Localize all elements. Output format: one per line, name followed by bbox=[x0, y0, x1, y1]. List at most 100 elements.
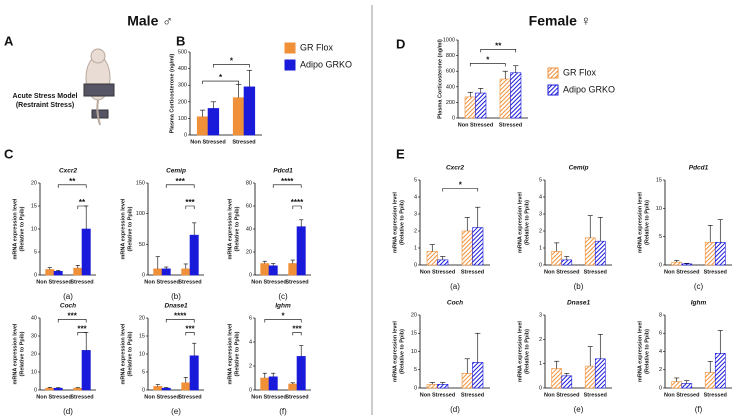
y-tick-label: 1 bbox=[414, 245, 417, 251]
bar bbox=[510, 72, 522, 119]
chart-title: Coch bbox=[60, 303, 76, 310]
x-tick-label: Stressed bbox=[704, 269, 727, 275]
y-tick-label: 4 bbox=[539, 194, 542, 200]
bar bbox=[288, 263, 298, 276]
y-tick-label: 20 bbox=[31, 351, 37, 357]
y-tick-label: 0 bbox=[142, 387, 145, 393]
significance-label: **** bbox=[291, 198, 304, 207]
y-axis-label: mRNA expression level bbox=[517, 321, 523, 382]
y-tick-label: 100 bbox=[136, 211, 145, 217]
error-bar bbox=[674, 377, 680, 382]
chart-title: Ighm bbox=[275, 303, 291, 310]
y-axis-label: (Relative to Ppib) bbox=[19, 206, 25, 251]
x-tick-label: Stressed bbox=[70, 279, 93, 285]
y-tick-label: 6 bbox=[249, 315, 252, 321]
chart-title: Ighm bbox=[691, 300, 707, 307]
y-tick-label: 3 bbox=[539, 312, 542, 318]
y-tick-label: 0 bbox=[414, 262, 417, 268]
bar bbox=[671, 381, 683, 389]
y-tick-label: 5 bbox=[142, 369, 145, 375]
y-tick-label: 80 bbox=[246, 180, 252, 186]
y-tick-label: 0 bbox=[34, 387, 37, 393]
error-bar bbox=[597, 334, 603, 359]
y-tick-label: 2 bbox=[539, 228, 542, 234]
section-title: Male ♂ bbox=[127, 13, 173, 29]
bar bbox=[594, 358, 606, 389]
x-tick-label: Stressed bbox=[584, 269, 607, 275]
bar bbox=[196, 116, 209, 136]
legend-label: Adipo GRKO bbox=[563, 84, 615, 94]
chart-title: Cemip bbox=[166, 168, 186, 175]
error-bar bbox=[587, 215, 593, 238]
y-tick-label: 5 bbox=[414, 177, 417, 183]
y-axis-label: mRNA expression level bbox=[517, 192, 523, 253]
y-tick-label: 2 bbox=[659, 367, 662, 373]
error-bar bbox=[271, 263, 276, 266]
significance-label: *** bbox=[176, 177, 186, 186]
error-bar bbox=[554, 360, 560, 369]
y-tick-label: 50 bbox=[139, 242, 145, 248]
y-tick-label: 0 bbox=[249, 272, 252, 278]
error-bar bbox=[235, 84, 242, 98]
x-tick-label: Stressed bbox=[499, 122, 522, 128]
significance-label: *** bbox=[77, 325, 87, 334]
y-tick-label: 100 bbox=[178, 116, 187, 122]
significance-bracket bbox=[264, 319, 302, 323]
bar bbox=[81, 350, 91, 391]
y-tick-label: 20 bbox=[31, 180, 37, 186]
y-tick-label: 500 bbox=[178, 49, 187, 55]
error-bar bbox=[84, 205, 89, 229]
bar bbox=[260, 263, 270, 276]
y-tick-label: 40 bbox=[31, 315, 37, 321]
significance-bracket bbox=[272, 184, 302, 188]
significance-label: * bbox=[459, 181, 463, 190]
y-tick-label: 1 bbox=[539, 245, 542, 251]
bar bbox=[472, 227, 484, 266]
x-tick-label: Non Stressed bbox=[144, 279, 179, 285]
legend-label: Adipo GRKO bbox=[300, 59, 352, 69]
bar bbox=[426, 384, 438, 389]
error-bar bbox=[717, 330, 723, 354]
y-tick-label: 0 bbox=[539, 262, 542, 268]
y-tick-label: 1 bbox=[539, 361, 542, 367]
chart: 0 2 4 6 8 mRNA expression level (Relative to P… bbox=[637, 300, 732, 414]
panel-label: (d) bbox=[450, 405, 460, 414]
error-bar bbox=[464, 358, 470, 374]
error-bar bbox=[210, 101, 217, 109]
y-tick-label: 5 bbox=[34, 249, 37, 255]
y-tick-label: 40 bbox=[246, 226, 252, 232]
y-tick-label: 4 bbox=[659, 349, 662, 355]
error-bar bbox=[674, 260, 680, 263]
bar bbox=[268, 265, 278, 276]
bar bbox=[584, 365, 596, 389]
error-bar bbox=[464, 217, 470, 231]
error-bar bbox=[429, 382, 435, 385]
significance-label: *** bbox=[185, 325, 195, 334]
bar bbox=[181, 268, 191, 276]
x-tick-label: Stressed bbox=[232, 139, 255, 145]
y-tick-label: 0 bbox=[452, 115, 455, 121]
significance-bracket bbox=[480, 49, 517, 53]
y-axis-label: (Relative to Ppib) bbox=[234, 331, 240, 376]
bar bbox=[296, 226, 306, 276]
error-bar bbox=[475, 332, 481, 363]
y-axis-label: Plasma Corticosterone (ng/ml) bbox=[437, 39, 443, 119]
error-bar bbox=[155, 384, 160, 387]
error-bar bbox=[262, 260, 267, 264]
y-axis-label: mRNA expression level bbox=[12, 198, 18, 259]
y-tick-label: 10 bbox=[139, 351, 145, 357]
chart: 0 1 2 3 4 5 mRNA expression level (Relative to … bbox=[392, 165, 490, 291]
y-axis-label: mRNA expression level bbox=[637, 192, 643, 253]
bar bbox=[73, 267, 83, 276]
model-label: (Restraint Stress) bbox=[16, 102, 74, 109]
bar bbox=[45, 269, 55, 276]
y-axis-label: (Relative to Ppib) bbox=[127, 206, 133, 251]
x-tick-label: Non Stressed bbox=[251, 279, 286, 285]
y-axis-label: mRNA expression level bbox=[12, 323, 18, 384]
y-tick-label: 20 bbox=[246, 249, 252, 255]
error-bar bbox=[164, 266, 169, 269]
error-bar bbox=[707, 361, 713, 373]
y-axis-label: (Relative to Ppib) bbox=[399, 329, 405, 374]
bar bbox=[260, 377, 270, 391]
y-tick-label: 400 bbox=[446, 84, 455, 90]
